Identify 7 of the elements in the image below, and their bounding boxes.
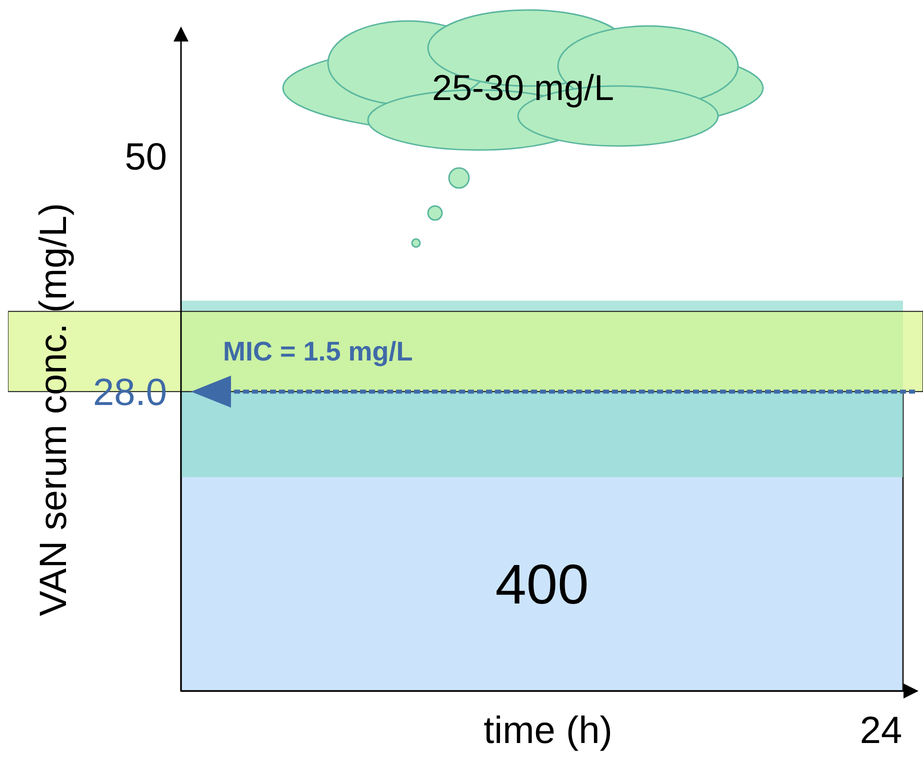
annotation: 25-30 mg/L xyxy=(432,67,614,108)
band-label: MIC = 1.5 mg/L xyxy=(223,336,413,366)
y-tick-label: 50 xyxy=(124,136,167,179)
x-axis-title: time (h) xyxy=(484,710,612,752)
y-axis-title: VAN serum conc. (mg/L) xyxy=(33,202,75,616)
text: 24 xyxy=(860,710,902,752)
annotation: 400 xyxy=(495,552,589,616)
